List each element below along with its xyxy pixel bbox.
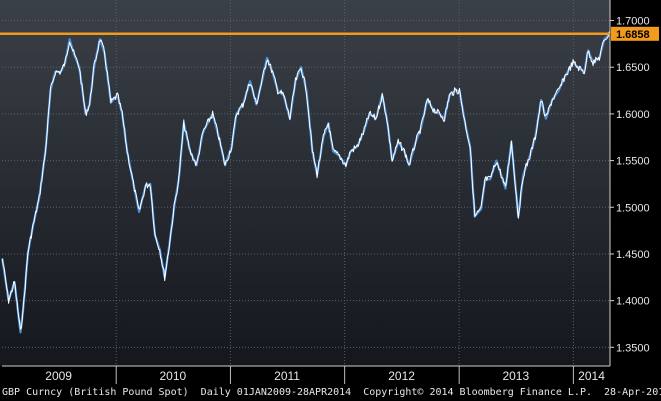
x-tick-label: 2014 [578,369,605,383]
footer-timestamp: 28-Apr-2014 08:54:00 [604,387,661,398]
y-tick-label: 1.7000 [616,16,650,28]
y-tick-label: 1.6500 [616,62,650,74]
footer-bar: GBP Curncy (British Pound Spot) Daily 01… [0,384,661,401]
reference-label-box [611,26,659,41]
y-tick-label: 1.6000 [616,109,650,121]
x-tick-label: 2011 [274,369,300,383]
x-axis: 2009 2010 2011 2012 2013 2014 [2,365,610,384]
y-tick-label: 1.5000 [616,202,650,214]
y-axis: 1.3500 1.4000 1.4500 1.5000 1.5500 1.6000 1.65… [609,0,650,366]
reference-line-group: 1.6858 [0,26,659,41]
x-tick-label: 2009 [45,369,72,383]
footer-ticker: GBP Curncy (British Pound Spot) [2,387,189,398]
x-tick-label: 2010 [160,369,187,383]
x-tick-label: 2013 [502,369,529,383]
reference-label: 1.6858 [616,29,650,41]
y-tick-label: 1.5500 [616,156,650,168]
x-tick-label: 2012 [388,369,415,383]
footer-period: Daily 01JAN2009-28APR2014 [200,387,352,398]
y-tick-label: 1.3500 [616,342,650,354]
footer-copyright: Copyright© 2014 Bloomberg Finance L.P. [363,387,592,398]
series-line-white [1,31,611,330]
plot-background [0,0,610,366]
price-series [1,31,611,334]
y-tick-label: 1.4500 [616,249,650,261]
y-tick-label: 1.4000 [616,296,650,308]
